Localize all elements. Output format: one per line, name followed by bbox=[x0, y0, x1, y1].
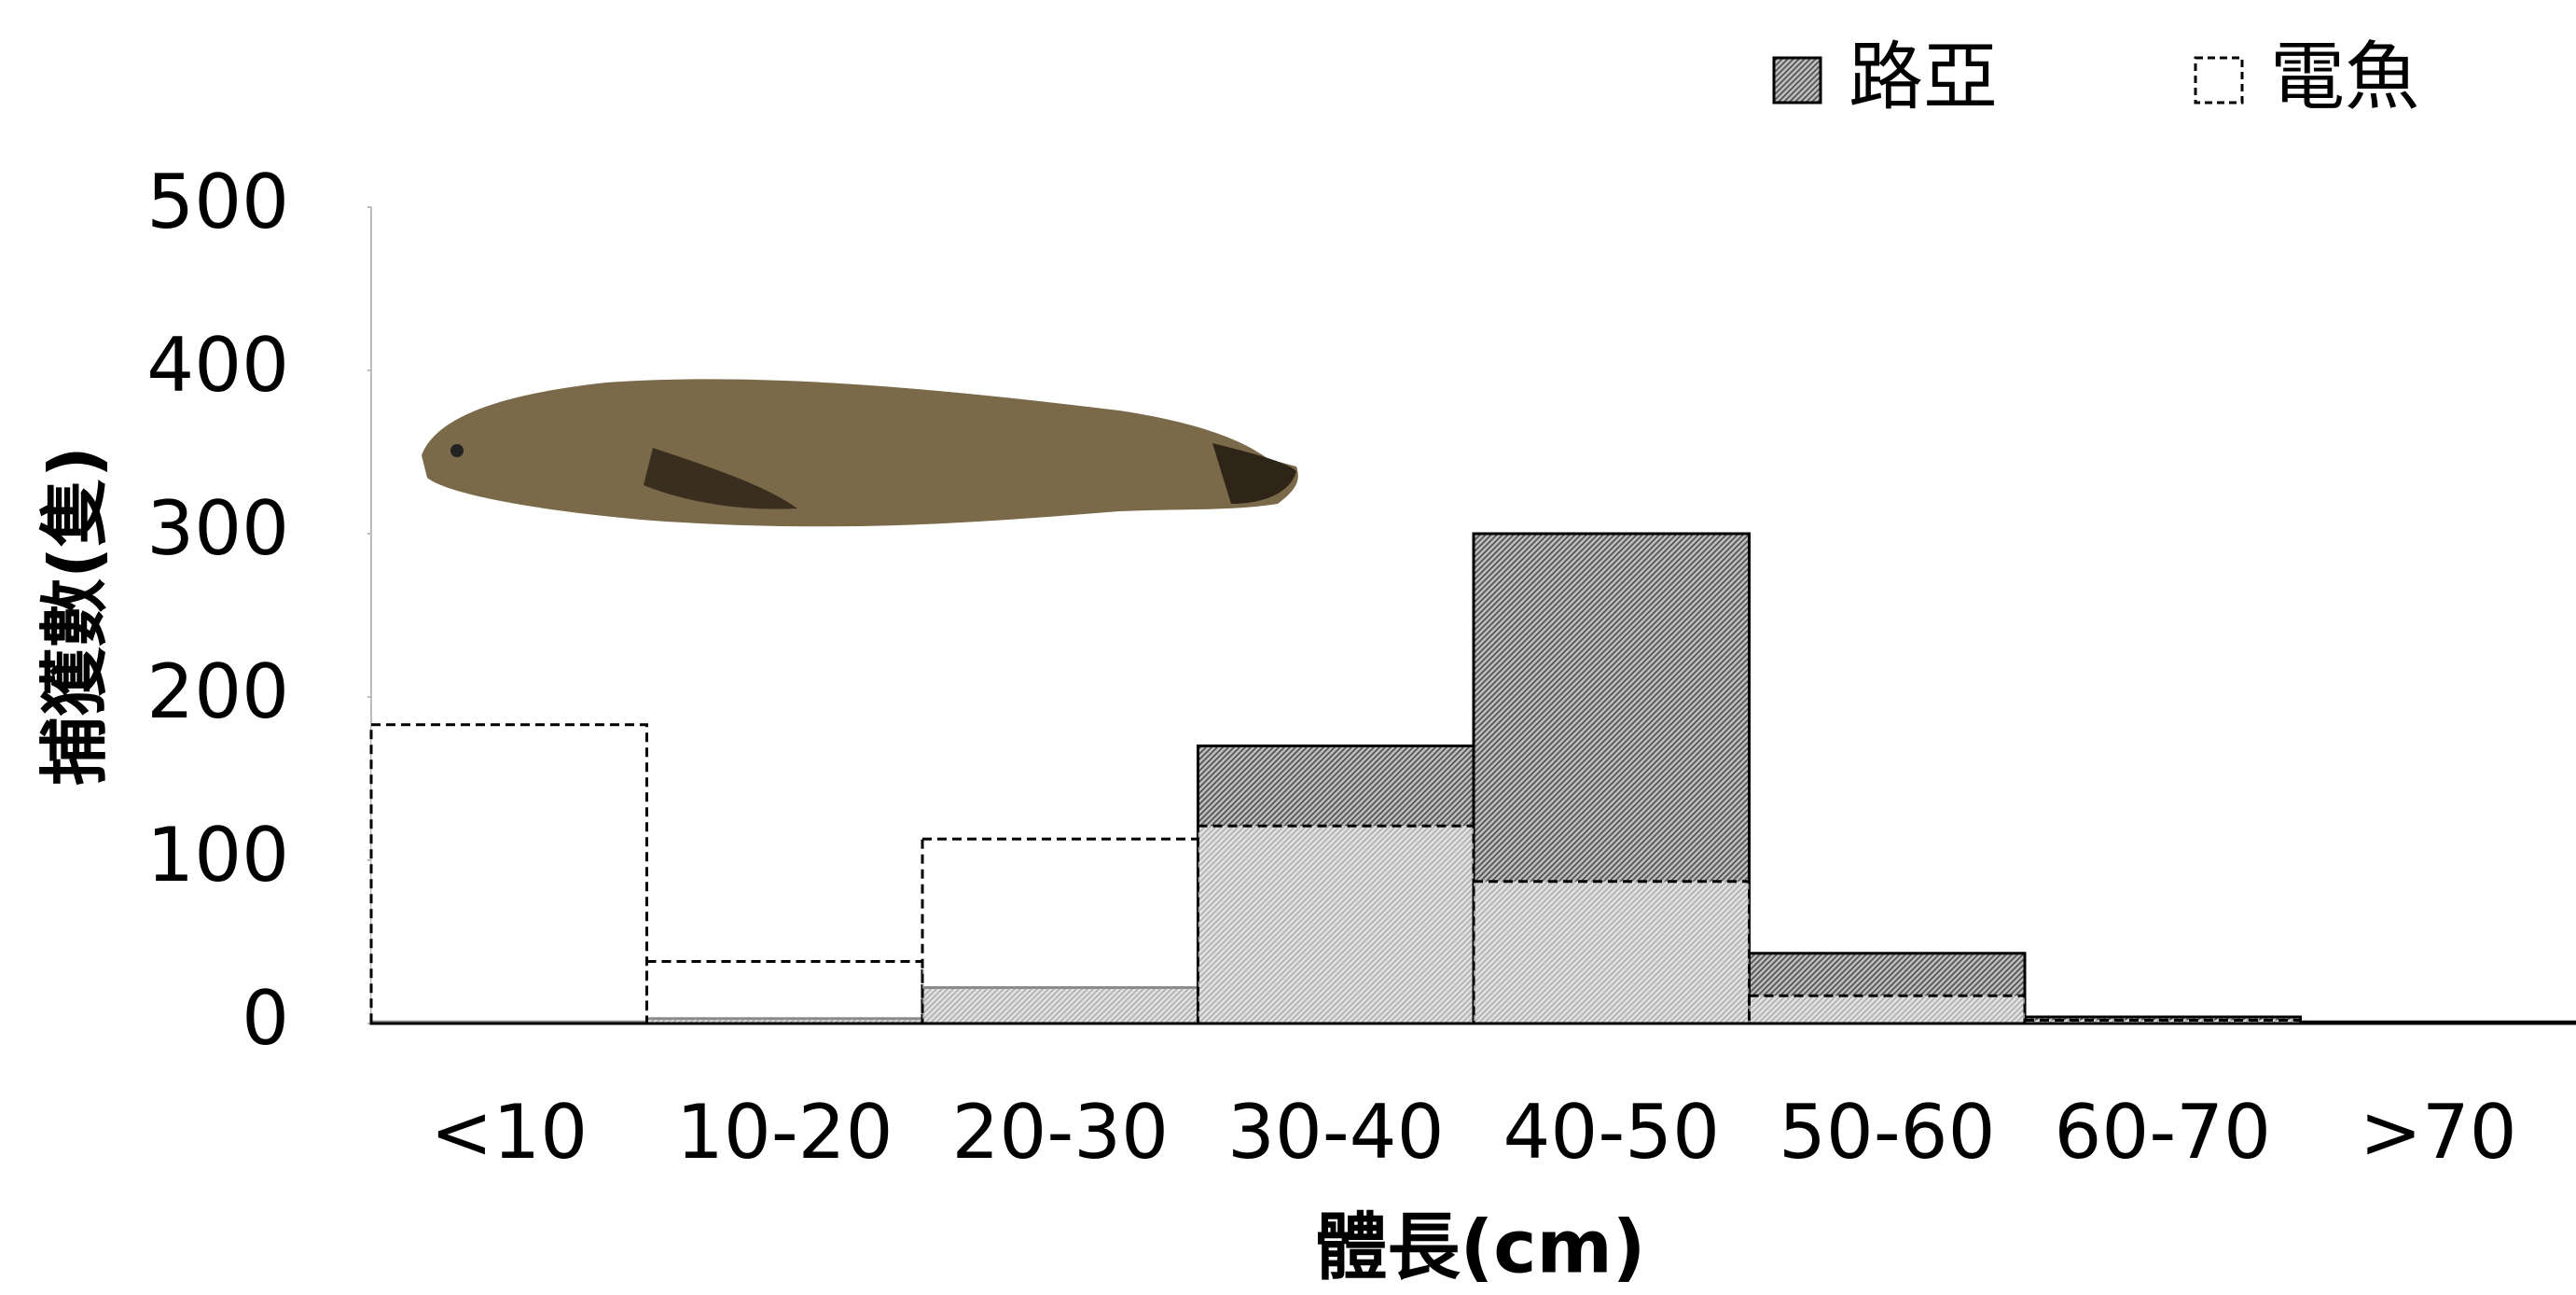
x-tick-label: 10-20 bbox=[676, 1089, 893, 1176]
y-tick-label: 0 bbox=[242, 975, 289, 1062]
bar bbox=[1750, 996, 2026, 1023]
x-axis-label: 體長(cm) bbox=[1315, 1205, 1646, 1289]
legend-label: 電魚 bbox=[2270, 34, 2419, 120]
bar bbox=[922, 839, 1198, 1023]
x-tick-label: 60-70 bbox=[2055, 1089, 2271, 1176]
bar bbox=[1198, 826, 1475, 1023]
fish-illustration bbox=[422, 379, 1298, 526]
y-tick-label: 200 bbox=[146, 648, 289, 735]
y-axis-label: 捕獲數(隻) bbox=[35, 446, 116, 786]
x-tick-label: >70 bbox=[2360, 1089, 2517, 1176]
bar bbox=[1474, 882, 1750, 1023]
y-tick-label: 400 bbox=[146, 322, 289, 409]
x-tick-label: 30-40 bbox=[1227, 1089, 1444, 1176]
x-tick-label: <10 bbox=[430, 1089, 588, 1176]
x-tick-label: 20-30 bbox=[952, 1089, 1169, 1176]
y-tick-label: 300 bbox=[146, 485, 289, 572]
y-tick-label: 500 bbox=[146, 159, 289, 245]
legend-label: 路亞 bbox=[1849, 34, 1998, 120]
bar bbox=[371, 725, 647, 1023]
legend-swatch bbox=[1774, 58, 1821, 103]
bar bbox=[647, 962, 923, 1024]
x-tick-label: 40-50 bbox=[1503, 1089, 1720, 1176]
x-tick-label: 50-60 bbox=[1779, 1089, 1995, 1176]
chart: 體長(cm) 捕獲數(隻) 0 100 200 300 400 500 <10 10-20 20… bbox=[0, 0, 2576, 1295]
y-tick-label: 100 bbox=[146, 812, 289, 898]
legend-swatch bbox=[2195, 58, 2242, 103]
